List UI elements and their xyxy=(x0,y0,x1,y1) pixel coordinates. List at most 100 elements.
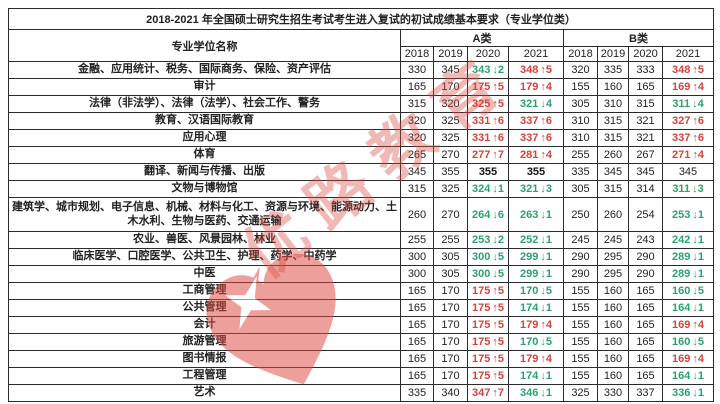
score-cell: 290 xyxy=(628,265,663,283)
table-row: 审计 165 170 175 ↑5 179 ↑4 155 160 165 169 ↑4 xyxy=(8,78,714,96)
score-cell: 243 xyxy=(628,231,663,249)
score-cell: 314 xyxy=(628,180,663,198)
degree-name-cell: 艺术 xyxy=(8,384,401,402)
up-arrow-delta: ↑6 xyxy=(692,115,704,127)
score-cell: 160 xyxy=(597,299,629,317)
score-cell: 337 ↑6 xyxy=(508,112,564,130)
table-row: 体育 265 270 277 ↑7 281 ↑4 255 260 267 271 ↑4 xyxy=(8,146,714,164)
score-cell: 165 xyxy=(628,299,663,317)
score-cell: 300 xyxy=(400,265,434,283)
score-cell: 165 xyxy=(400,78,434,96)
down-arrow-delta: ↓2 xyxy=(492,64,504,76)
down-arrow-delta: ↓1 xyxy=(540,251,552,263)
score-cell: 331 ↑6 xyxy=(467,112,509,130)
score-cell: 290 xyxy=(563,265,598,283)
score-cell: 175 ↑5 xyxy=(467,78,509,96)
score-cell: 315 xyxy=(597,180,629,198)
degree-name-cell: 会计 xyxy=(8,316,401,334)
score-cell: 160 xyxy=(597,316,629,334)
score-cell: 160 xyxy=(597,350,629,368)
up-arrow-delta: ↑4 xyxy=(692,353,704,365)
table-row: 临床医学、口腔医学、公共卫生、护理、药学、中药学 300 305 300 ↓5 299 ↓1… xyxy=(8,248,714,266)
table-row: 旅游管理 165 170 175 ↑5 170 ↓5 155 160 165 160 ↓5 xyxy=(8,333,714,351)
score-cell: 310 xyxy=(563,112,598,130)
score-cell: 160 ↓5 xyxy=(662,333,714,351)
table-row: 农业、兽医、风景园林、林业 255 255 253 ↓2 252 ↓1 245 245 243 24… xyxy=(8,231,714,249)
score-cell: 348 ↑5 xyxy=(662,61,714,79)
score-cell: 165 xyxy=(628,78,663,96)
down-arrow-delta: ↓1 xyxy=(692,370,704,382)
score-cell: 170 xyxy=(433,78,468,96)
score-cell: 346 ↓1 xyxy=(508,384,564,402)
degree-name-cell: 公共管理 xyxy=(8,299,401,317)
score-cell: 325 xyxy=(433,112,468,130)
score-cell: 254 xyxy=(628,197,663,232)
table-title: 2018-2021 年全国硕士研究生招生考试考生进入复试的初试成绩基本要求（专业… xyxy=(8,8,714,30)
score-cell: 170 ↓5 xyxy=(508,282,564,300)
down-arrow-delta: ↓5 xyxy=(540,285,552,297)
score-cell: 325 xyxy=(433,180,468,198)
score-cell: 315 xyxy=(628,95,663,113)
score-cell: 355 xyxy=(433,163,468,181)
score-cell: 175 ↑5 xyxy=(467,333,509,351)
score-cell: 325 xyxy=(563,384,598,402)
year-header-a-2019: 2019 xyxy=(433,46,468,62)
score-cell: 175 ↑5 xyxy=(467,299,509,317)
year-header-b-2019: 2019 xyxy=(597,46,629,62)
score-cell: 300 ↓5 xyxy=(467,248,509,266)
score-cell: 315 xyxy=(597,129,629,147)
score-cell: 335 xyxy=(400,384,434,402)
year-header-a-2018: 2018 xyxy=(400,46,434,62)
up-arrow-delta: ↑6 xyxy=(540,115,552,127)
down-arrow-delta: ↓3 xyxy=(692,183,704,195)
table-row: 工程管理 165 170 175 ↑5 174 ↓1 155 160 165 164 ↓1 xyxy=(8,367,714,385)
score-cell: 170 xyxy=(433,316,468,334)
score-cell: 305 xyxy=(563,180,598,198)
score-cell: 155 xyxy=(563,282,598,300)
score-cell: 333 xyxy=(628,61,663,79)
table-row: 金融、应用统计、税务、国际商务、保险、资产评估 330 345 343 ↓2 348 ↑5 3… xyxy=(8,61,714,79)
down-arrow-delta: ↓1 xyxy=(692,208,704,221)
score-cell: 311 ↓3 xyxy=(662,180,714,198)
degree-name-cell: 应用心理 xyxy=(8,129,401,147)
score-cell: 300 ↓5 xyxy=(467,265,509,283)
down-arrow-delta: ↓2 xyxy=(492,234,504,246)
score-cell: 321 xyxy=(628,129,663,147)
degree-name-cell: 工程管理 xyxy=(8,367,401,385)
score-cell: 320 xyxy=(400,129,434,147)
down-arrow-delta: ↓5 xyxy=(540,336,552,348)
score-cell: 175 ↑5 xyxy=(467,282,509,300)
score-cell: 179 ↑4 xyxy=(508,350,564,368)
score-cell: 155 xyxy=(563,350,598,368)
score-cell: 170 xyxy=(433,282,468,300)
table-row: 教育、汉语国际教育 320 325 331 ↑6 337 ↑6 310 315 321 327 ↑6 xyxy=(8,112,714,130)
score-cell: 263 ↓1 xyxy=(508,197,564,232)
score-cell: 165 xyxy=(628,282,663,300)
score-cell: 345 xyxy=(597,163,629,181)
score-cell: 320 xyxy=(563,61,598,79)
up-arrow-delta: ↑4 xyxy=(540,319,552,331)
score-cell: 345 xyxy=(433,61,468,79)
score-cell: 321 ↓4 xyxy=(508,95,564,113)
up-arrow-delta: ↑5 xyxy=(540,64,552,76)
score-cell: 271 ↑4 xyxy=(662,146,714,164)
score-cell: 321 ↓3 xyxy=(508,180,564,198)
down-arrow-delta: ↓5 xyxy=(492,268,504,280)
score-cell: 270 xyxy=(433,197,468,232)
score-cell: 270 xyxy=(433,146,468,164)
degree-name-cell: 翻译、新闻与传播、出版 xyxy=(8,163,401,181)
score-cell: 324 ↓1 xyxy=(467,180,509,198)
score-cell: 340 xyxy=(433,384,468,402)
degree-name-cell: 图书情报 xyxy=(8,350,401,368)
degree-name-cell: 中医 xyxy=(8,265,401,283)
up-arrow-delta: ↑4 xyxy=(540,149,552,161)
score-cell: 255 xyxy=(400,231,434,249)
score-cell: 165 xyxy=(400,316,434,334)
up-arrow-delta: ↑6 xyxy=(692,132,704,144)
up-arrow-delta: ↑5 xyxy=(492,353,504,365)
score-cell: 174 ↓1 xyxy=(508,299,564,317)
score-cell: 355 xyxy=(508,163,564,181)
table-row: 翻译、新闻与传播、出版 345 355 355 355 335 345 345 345 xyxy=(8,163,714,181)
score-cell: 311 ↓4 xyxy=(662,95,714,113)
score-cell: 260 xyxy=(597,146,629,164)
